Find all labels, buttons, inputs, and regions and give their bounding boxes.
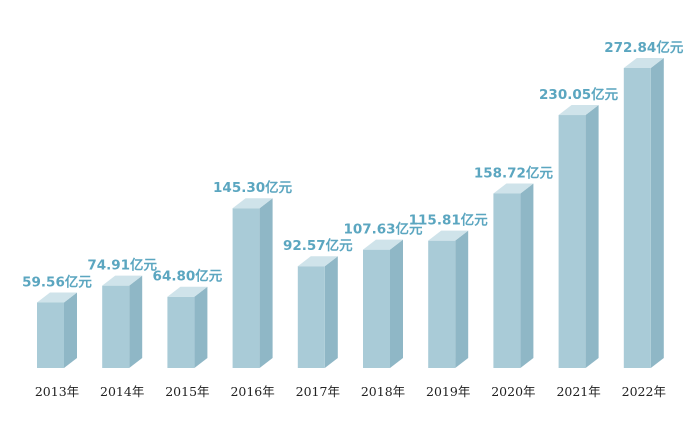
x-tick-label: 2022年: [622, 384, 666, 399]
x-tick-label: 2018年: [361, 384, 405, 399]
x-tick-label: 2016年: [230, 384, 274, 399]
bar-top: [37, 292, 77, 303]
bar-front: [167, 296, 195, 368]
bar-top: [102, 275, 143, 286]
bar-top: [493, 183, 534, 194]
bar-front: [428, 240, 456, 368]
bar-2017年: [297, 256, 338, 368]
x-tick-label: 2019年: [426, 384, 470, 399]
bar-front: [493, 193, 521, 368]
bar-side: [585, 105, 599, 368]
x-tick-label: 2021年: [556, 384, 600, 399]
bar-front: [558, 115, 586, 368]
bar-side: [455, 230, 469, 368]
bar-2018年: [363, 239, 403, 368]
bar-2019年: [428, 230, 469, 368]
bar-2015年: [167, 286, 208, 368]
bar-side: [129, 275, 143, 368]
bar-side: [259, 198, 273, 368]
value-label: 92.57亿元: [283, 237, 353, 254]
value-label: 230.05亿元: [539, 86, 619, 103]
value-label: 115.81亿元: [409, 212, 489, 229]
bar-2021年: [558, 105, 599, 368]
bar-front: [37, 302, 64, 368]
x-tick-label: 2015年: [165, 384, 209, 399]
bar-2014年: [102, 275, 143, 368]
bar-top: [167, 286, 208, 297]
bar-2020年: [493, 183, 534, 368]
value-label: 64.80亿元: [153, 268, 223, 285]
bar-front: [363, 249, 390, 368]
bar-top: [297, 256, 338, 267]
bar-top: [558, 105, 599, 116]
bar-top: [232, 198, 273, 209]
bar-side: [650, 58, 664, 368]
bar-side: [64, 292, 77, 368]
bar-2013年: [37, 292, 77, 368]
x-tick-label: 2014年: [100, 384, 144, 399]
value-label: 158.72亿元: [474, 164, 554, 181]
value-label: 272.84亿元: [604, 39, 684, 56]
x-tick-labels-layer: 2013年 2014年 2015年 2016年 2017年 2018年 2019年 2020年…: [35, 384, 666, 399]
value-label: 107.63亿元: [343, 221, 423, 238]
bar-top: [623, 58, 664, 68]
value-label: 74.91亿元: [87, 257, 157, 274]
bar-top: [428, 230, 469, 241]
bar-side: [390, 239, 403, 368]
x-tick-label: 2017年: [296, 384, 340, 399]
bar-2022年: [623, 58, 664, 368]
bar-front: [102, 285, 130, 368]
bar-side: [324, 256, 338, 368]
bars-layer: [37, 58, 664, 368]
bar-side: [194, 286, 208, 368]
bar-side: [520, 183, 534, 368]
value-label: 59.56亿元: [22, 274, 92, 291]
x-tick-label: 2013年: [35, 384, 79, 399]
value-label: 145.30亿元: [213, 179, 293, 196]
bar-front: [232, 208, 260, 368]
bar-2016年: [232, 198, 273, 368]
bar-top: [363, 239, 403, 250]
x-tick-label: 2020年: [491, 384, 535, 399]
bar-front: [623, 68, 651, 368]
bar-front: [297, 266, 325, 368]
